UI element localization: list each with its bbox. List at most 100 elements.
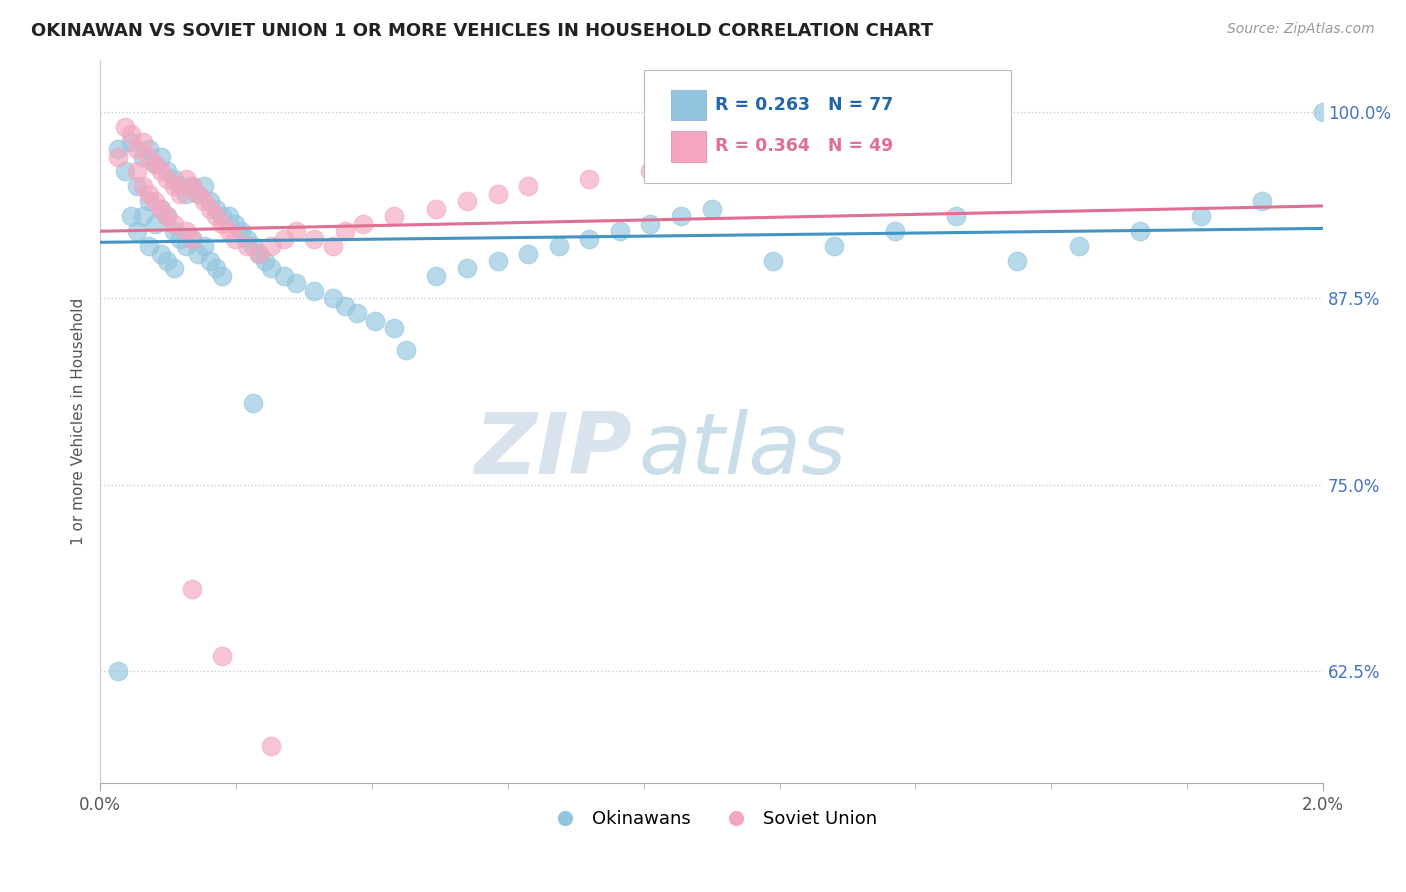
Point	[1067, 239, 1090, 253]
Point	[180, 231, 202, 245]
Point	[138, 142, 160, 156]
Point	[254, 254, 277, 268]
Point	[180, 582, 202, 596]
Point	[456, 261, 478, 276]
Point	[143, 194, 166, 209]
Point	[884, 224, 907, 238]
Point	[205, 202, 228, 216]
Point	[174, 172, 197, 186]
Point	[169, 231, 191, 245]
Point	[143, 157, 166, 171]
Point	[107, 664, 129, 678]
Point	[114, 164, 136, 178]
Point	[302, 231, 325, 245]
Point	[200, 254, 222, 268]
Text: ZIP: ZIP	[474, 409, 633, 491]
Point	[236, 239, 259, 253]
Point	[193, 194, 215, 209]
Point	[150, 202, 173, 216]
Point	[107, 150, 129, 164]
Point	[823, 239, 845, 253]
Point	[333, 224, 356, 238]
Point	[162, 172, 184, 186]
Point	[120, 135, 142, 149]
Point	[669, 209, 692, 223]
Point	[547, 239, 569, 253]
Point	[187, 246, 209, 260]
Point	[346, 306, 368, 320]
Point	[242, 239, 264, 253]
Point	[193, 179, 215, 194]
Point	[456, 194, 478, 209]
Point	[260, 239, 283, 253]
Point	[486, 186, 509, 201]
Point	[247, 246, 270, 260]
Point	[578, 172, 600, 186]
Point	[120, 127, 142, 141]
FancyBboxPatch shape	[671, 90, 706, 120]
Point	[132, 150, 155, 164]
Point	[150, 246, 173, 260]
Point	[156, 209, 179, 223]
Point	[395, 343, 418, 358]
Point	[517, 246, 540, 260]
Point	[162, 179, 184, 194]
Point	[425, 268, 447, 283]
Point	[1251, 194, 1274, 209]
Point	[156, 209, 179, 223]
Point	[260, 261, 283, 276]
Point	[150, 202, 173, 216]
Point	[150, 150, 173, 164]
Point	[132, 135, 155, 149]
Point	[242, 395, 264, 409]
Point	[425, 202, 447, 216]
Point	[352, 217, 374, 231]
Text: Source: ZipAtlas.com: Source: ZipAtlas.com	[1227, 22, 1375, 37]
Text: R = 0.364   N = 49: R = 0.364 N = 49	[716, 137, 894, 155]
Point	[138, 194, 160, 209]
Point	[273, 268, 295, 283]
Point	[180, 179, 202, 194]
Point	[229, 224, 252, 238]
Point	[200, 202, 222, 216]
Point	[125, 142, 148, 156]
Text: R = 0.263   N = 77: R = 0.263 N = 77	[716, 96, 894, 114]
Point	[169, 179, 191, 194]
Point	[200, 194, 222, 209]
Point	[156, 172, 179, 186]
Point	[138, 239, 160, 253]
Point	[284, 277, 307, 291]
Point	[125, 224, 148, 238]
Point	[132, 179, 155, 194]
Y-axis label: 1 or more Vehicles in Household: 1 or more Vehicles in Household	[72, 298, 86, 545]
Point	[187, 186, 209, 201]
Point	[132, 209, 155, 223]
Point	[945, 209, 967, 223]
Point	[211, 209, 233, 223]
Legend: Okinawans, Soviet Union: Okinawans, Soviet Union	[540, 803, 884, 836]
Point	[260, 739, 283, 753]
Point	[174, 186, 197, 201]
Point	[205, 261, 228, 276]
Point	[162, 217, 184, 231]
Point	[180, 179, 202, 194]
Point	[284, 224, 307, 238]
Point	[1129, 224, 1152, 238]
Point	[382, 321, 405, 335]
Point	[236, 231, 259, 245]
Point	[107, 142, 129, 156]
Text: OKINAWAN VS SOVIET UNION 1 OR MORE VEHICLES IN HOUSEHOLD CORRELATION CHART: OKINAWAN VS SOVIET UNION 1 OR MORE VEHIC…	[31, 22, 934, 40]
Point	[125, 179, 148, 194]
Point	[162, 224, 184, 238]
Point	[138, 186, 160, 201]
Point	[247, 246, 270, 260]
Point	[125, 164, 148, 178]
Point	[273, 231, 295, 245]
Text: atlas: atlas	[638, 409, 846, 491]
Point	[640, 217, 662, 231]
Point	[700, 202, 723, 216]
FancyBboxPatch shape	[644, 70, 1011, 183]
Point	[609, 224, 631, 238]
Point	[174, 239, 197, 253]
Point	[640, 164, 662, 178]
